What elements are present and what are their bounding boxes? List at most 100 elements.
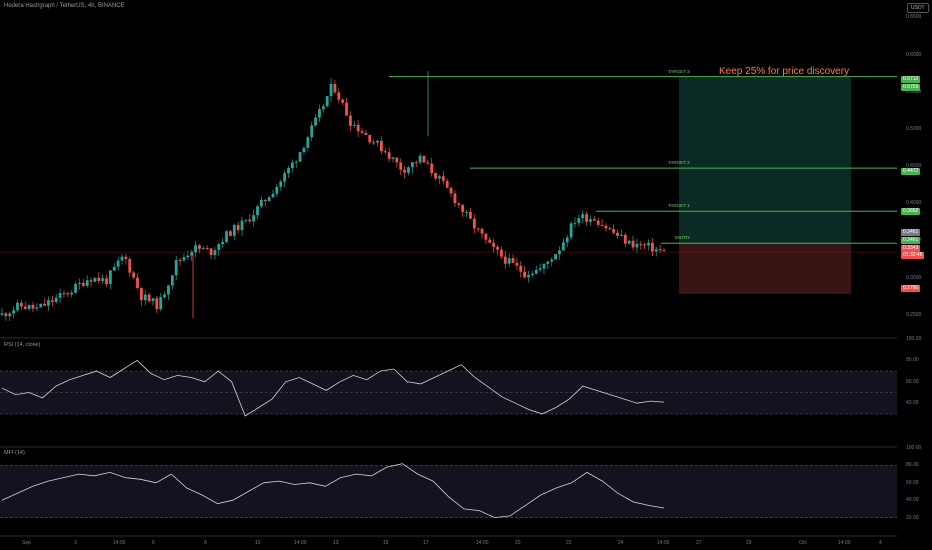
candle-body	[12, 310, 16, 314]
candle-body	[391, 157, 395, 159]
price-tag: 01:32:48	[901, 251, 925, 259]
candle-body	[461, 204, 465, 212]
candle-body	[356, 124, 360, 132]
candle-body	[329, 84, 333, 97]
candle-body	[182, 257, 186, 261]
candle-body	[631, 240, 635, 248]
time-tick: 13	[333, 540, 339, 546]
candle-body	[318, 109, 321, 118]
candle-body	[410, 162, 414, 168]
candle-body	[445, 180, 449, 188]
candle-body	[236, 225, 240, 231]
candle-body	[23, 306, 27, 309]
candle-body	[503, 256, 507, 264]
time-tick: 14:00	[657, 540, 670, 546]
candle-body	[283, 173, 287, 182]
candle-body	[39, 303, 43, 308]
time-tick: 15	[383, 540, 389, 546]
mfi-band	[0, 465, 897, 518]
candle-body	[151, 298, 155, 302]
candle-body	[128, 258, 132, 273]
candle-body	[120, 256, 124, 261]
candle-body	[515, 262, 519, 266]
candle-body	[155, 298, 159, 310]
candle-body	[430, 163, 434, 174]
candle-body	[16, 302, 19, 311]
candle-body	[472, 218, 476, 229]
mfi-tick: 40.00	[906, 497, 919, 504]
candle-body	[209, 248, 213, 255]
mfi-line	[1, 463, 665, 519]
symbol-title[interactable]: Hedera Hashgraph / TetherUS, 4h, BINANCE	[4, 3, 125, 9]
candle-body	[194, 245, 197, 253]
candle-body	[647, 242, 650, 246]
candle-body	[213, 250, 217, 255]
candle-body	[341, 99, 345, 103]
candle-body	[167, 285, 170, 295]
candle-body	[244, 219, 248, 221]
candle-body	[573, 222, 577, 224]
candle-body	[387, 152, 391, 159]
price-tag: 0.5703	[901, 83, 921, 91]
time-tick: 8	[204, 540, 207, 546]
candle-body	[205, 248, 209, 250]
candle-body	[201, 248, 205, 250]
candle-body	[492, 242, 496, 247]
candle-body	[360, 131, 364, 133]
candle-body	[534, 269, 538, 274]
candle-body	[35, 307, 39, 309]
candle-body	[523, 271, 527, 278]
currency-badge[interactable]: USDT	[907, 3, 929, 13]
candle-body	[143, 294, 147, 301]
mfi-tick: 20.00	[906, 514, 919, 521]
candle-body	[275, 186, 279, 194]
candle-body	[8, 313, 12, 317]
candle-body	[383, 151, 387, 153]
candle-body	[488, 239, 492, 243]
candle-body	[78, 282, 81, 284]
candle-body	[217, 244, 221, 251]
candle-body	[333, 84, 337, 93]
candle-body	[174, 260, 178, 276]
candle-body	[321, 106, 325, 110]
candle-body	[372, 142, 376, 144]
candle-body	[70, 292, 74, 295]
price-tag: 0.3461	[901, 228, 921, 236]
price-tick: 0.4500	[906, 163, 922, 170]
candle-body	[105, 278, 108, 285]
candle-body	[480, 228, 484, 234]
candle-body	[581, 214, 585, 219]
candle-body	[554, 254, 558, 260]
price-tick: 0.4000	[906, 200, 922, 207]
candle-body	[654, 249, 658, 252]
chart-annotation: Keep 25% for price discovery	[719, 66, 850, 77]
candle-body	[93, 277, 97, 282]
candle-body	[302, 147, 306, 153]
price-tag: 0.5712	[901, 75, 921, 83]
candle-body	[112, 266, 116, 271]
candle-body	[229, 231, 232, 236]
candle-body	[476, 228, 480, 230]
rsi-title: RSI (14, close)	[4, 342, 41, 348]
candle-body	[279, 181, 283, 187]
level-label: ENTRY	[675, 235, 691, 241]
candle-body	[263, 199, 267, 202]
candle-body	[399, 162, 403, 170]
time-tick: 20	[515, 540, 521, 546]
candle-body	[604, 225, 608, 229]
candle-body	[592, 219, 596, 221]
price-tick: 0.5500	[906, 88, 922, 95]
candle-body	[290, 162, 294, 169]
time-tick: 6	[152, 540, 155, 546]
candle-body	[294, 161, 298, 163]
time-tick: 22	[566, 540, 572, 546]
price-tag: 0.4472	[901, 167, 921, 175]
candle-body	[310, 125, 314, 138]
candle-body	[47, 300, 50, 306]
candle-body	[178, 260, 182, 262]
candle-body	[345, 102, 348, 116]
level-label: TARGET 2	[668, 160, 690, 166]
candle-body	[596, 220, 600, 225]
candle-body	[349, 115, 352, 126]
